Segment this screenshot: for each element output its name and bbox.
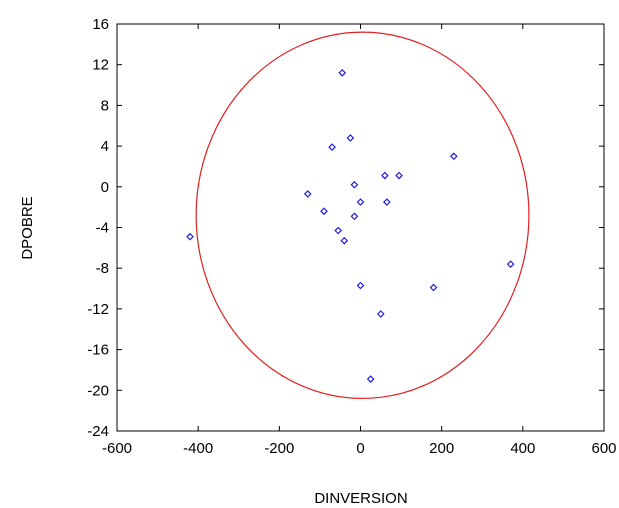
y-tick-label: 0 — [101, 179, 109, 196]
tick-labels: -600 -400 -200 0 200 400 600 16 12 8 4 0 -4 -8 -12 -16 -… — [87, 16, 616, 457]
y-tick-label: 8 — [101, 97, 109, 114]
data-point — [303, 190, 312, 198]
data-point — [429, 283, 438, 292]
data-point — [376, 310, 385, 318]
data-point — [356, 281, 365, 290]
y-tick-label: -16 — [87, 342, 109, 359]
x-tick-label: 200 — [429, 440, 454, 457]
data-point — [338, 68, 347, 77]
y-tick-label: -8 — [96, 260, 109, 277]
axis-ticks — [116, 23, 605, 432]
data-point — [395, 171, 403, 180]
y-tick-label: 4 — [101, 138, 109, 155]
data-points — [186, 68, 515, 383]
data-point — [383, 198, 391, 206]
x-tick-label: 600 — [591, 440, 616, 457]
y-tick-label: 16 — [92, 16, 109, 33]
x-tick-label: 0 — [356, 440, 364, 457]
y-axis-title: DPOBRE — [19, 196, 36, 259]
data-point — [449, 152, 458, 161]
x-axis-title: DINVERSION — [314, 490, 407, 507]
data-point — [340, 236, 349, 245]
confidence-ellipse — [195, 31, 530, 400]
data-point — [320, 207, 328, 216]
data-point — [334, 226, 343, 235]
y-tick-label: -4 — [96, 220, 109, 237]
y-tick-label: -20 — [87, 382, 109, 399]
x-tick-label: -600 — [102, 440, 132, 457]
data-point — [346, 134, 355, 142]
data-point — [350, 212, 359, 221]
data-point — [366, 375, 375, 383]
x-tick-label: -400 — [183, 440, 213, 457]
data-point — [381, 171, 389, 180]
data-point — [350, 180, 359, 189]
y-tick-label: -24 — [87, 423, 109, 440]
data-point — [186, 232, 194, 241]
y-tick-label: 12 — [92, 57, 109, 74]
y-tick-label: -12 — [87, 301, 109, 318]
data-point — [506, 260, 515, 268]
x-tick-label: -200 — [264, 440, 294, 457]
plot-frame — [116, 23, 605, 432]
data-point — [356, 198, 365, 206]
x-tick-label: 400 — [510, 440, 535, 457]
data-point — [328, 143, 336, 151]
